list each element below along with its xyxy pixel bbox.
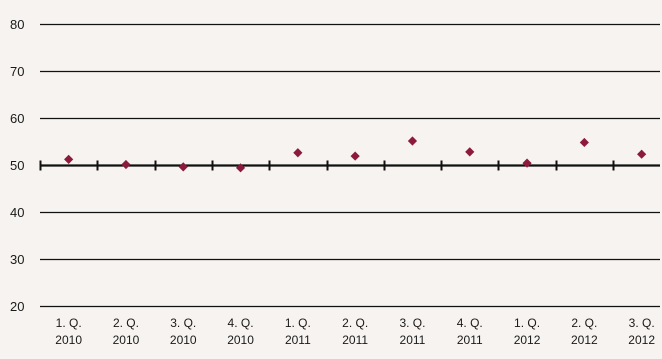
data-point (637, 149, 647, 159)
x-tick-label-quarter: 1. Q. (514, 316, 540, 330)
y-tick-label: 80 (10, 17, 24, 32)
x-tick-labels: 1. Q. 2010 2. Q. 2010 3. Q. 2010 4. Q. 2010 1. Q… (55, 316, 655, 347)
x-tick-label-quarter: 2. Q. (113, 316, 139, 330)
x-tick-label-year: 2011 (400, 333, 426, 347)
data-point (465, 147, 475, 157)
x-tick-label-year: 2010 (227, 333, 254, 347)
x-tick-label-year: 2011 (457, 333, 483, 347)
x-tick-label-quarter: 1. Q. (56, 316, 82, 330)
x-tick-label-year: 2012 (628, 333, 655, 347)
x-tick-label-quarter: 3. Q. (399, 316, 425, 330)
y-tick-label: 50 (10, 158, 24, 173)
x-tick-label-year: 2010 (170, 333, 197, 347)
data-point (293, 148, 303, 158)
data-point (350, 151, 360, 161)
y-tick-label: 20 (10, 299, 24, 314)
data-point (121, 159, 131, 170)
y-tick-labels: 20 30 40 50 60 70 80 (10, 17, 24, 314)
x-tick-label-year: 2010 (113, 333, 140, 347)
y-tick-label: 60 (10, 111, 24, 126)
data-point (178, 162, 188, 172)
reference-axis (39, 160, 660, 171)
data-points (64, 136, 647, 173)
x-tick-label-year: 2012 (571, 333, 598, 347)
x-tick-label-quarter: 2. Q. (571, 316, 597, 330)
gridlines (40, 23, 660, 308)
data-point (64, 154, 74, 164)
x-tick-label-year: 2010 (55, 333, 82, 347)
x-tick-label-quarter: 4. Q. (457, 316, 483, 330)
y-tick-label: 70 (10, 64, 24, 79)
x-tick-label-quarter: 4. Q. (228, 316, 254, 330)
data-point (235, 163, 246, 173)
x-tick-label-year: 2012 (514, 333, 541, 347)
x-tick-label-year: 2011 (285, 333, 311, 347)
x-tick-label-quarter: 2. Q. (342, 316, 368, 330)
data-point (407, 136, 418, 146)
data-point (522, 158, 532, 168)
data-point (579, 137, 589, 148)
x-tick-label-quarter: 1. Q. (285, 316, 311, 330)
x-tick-label-quarter: 3. Q. (629, 316, 655, 330)
y-tick-label: 30 (10, 252, 24, 267)
y-tick-label: 40 (10, 205, 24, 220)
x-tick-label-quarter: 3. Q. (170, 316, 196, 330)
x-tick-label-year: 2011 (342, 333, 368, 347)
